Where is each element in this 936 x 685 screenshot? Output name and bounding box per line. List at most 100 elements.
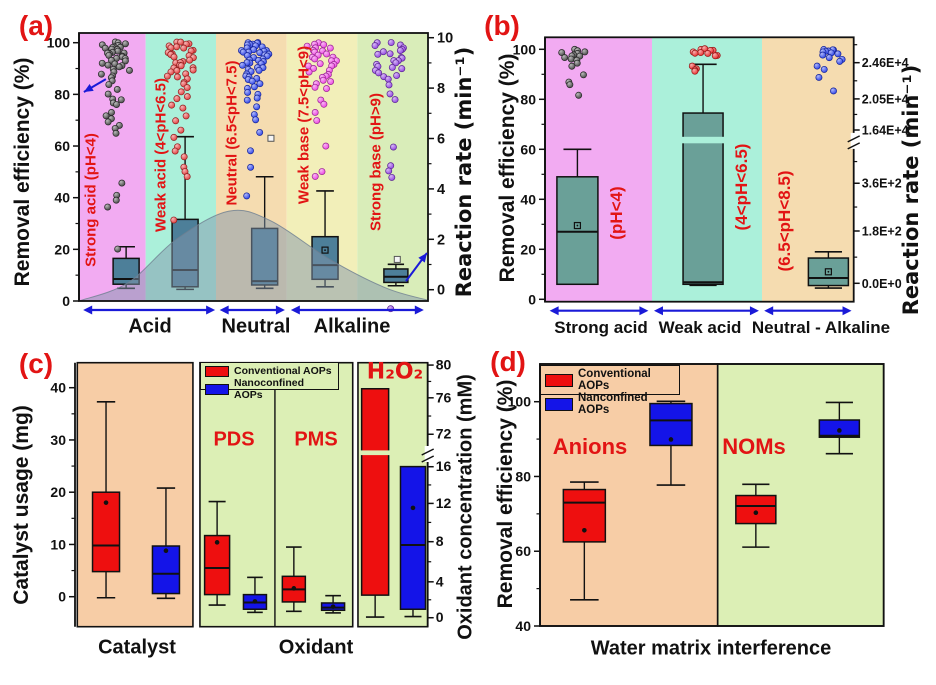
scatter-point: [250, 54, 258, 62]
scatter-point: [398, 46, 406, 53]
axis-break-mask: [850, 132, 857, 149]
arrow-head: [749, 306, 759, 316]
axis-tick-label: 60: [520, 141, 536, 157]
mean-marker-dot: [324, 249, 326, 252]
legend-label-nanoconfined: Nanoconfined AOPs: [234, 377, 304, 401]
scatter-point: [581, 48, 589, 56]
group-label-catalyst: Catalyst: [98, 636, 176, 659]
oxidant-label-h2o2: H₂O₂: [366, 359, 424, 385]
scatter-point: [238, 47, 245, 54]
scatter-point: [819, 51, 827, 59]
scatter-point: [263, 47, 270, 54]
axis-tick-label: 40: [515, 618, 531, 634]
box-plot-box: [399, 465, 427, 610]
panel-d-x-axis-title: Water matrix interference: [590, 637, 832, 660]
scatter-point: [398, 54, 406, 62]
arrow-head: [418, 252, 427, 263]
scatter-point: [109, 72, 116, 80]
mean-marker-dot: [291, 586, 297, 591]
scatter-point: [114, 41, 122, 49]
legend-swatch-blue: [205, 383, 229, 395]
axis-tick-label: 16: [436, 458, 452, 474]
scatter-point: [244, 89, 252, 96]
scatter-point: [247, 163, 255, 171]
group-label-oxidant: Oxidant: [278, 636, 354, 659]
scatter-point: [244, 65, 252, 73]
scatter-point: [113, 191, 121, 199]
mean-marker-dot: [753, 510, 759, 516]
scatter-point: [98, 41, 106, 49]
panel-b-right-axis-title: Reaction rate (min⁻¹): [899, 64, 923, 316]
scatter-point: [167, 44, 175, 52]
mean-marker-dot: [103, 500, 109, 505]
scatter-point: [573, 56, 581, 64]
scatter-point: [399, 44, 407, 52]
band-label-weak-acid: Weak acid (4<pH<6.5): [152, 78, 170, 232]
box-plot-box: [818, 419, 861, 438]
scatter-point: [830, 46, 837, 54]
scatter-point: [246, 41, 254, 48]
legend-swatch-blue: [545, 397, 573, 411]
axis-break-slash: [421, 448, 435, 456]
scatter-point: [333, 57, 340, 65]
axis-break-mask: [424, 445, 431, 462]
axis-tick-label: 6: [437, 132, 445, 148]
scatter-point: [120, 49, 128, 57]
scatter-point: [573, 59, 581, 67]
axis-tick-label: 40: [520, 191, 536, 207]
scatter-point: [387, 39, 395, 46]
scatter-point: [239, 48, 247, 56]
scatter-point: [172, 117, 180, 125]
scatter-point: [187, 47, 195, 55]
axis-tick-label: 1.8E+2: [862, 224, 902, 238]
scatter-point: [815, 74, 823, 81]
arrow-head: [290, 305, 300, 315]
scatter-point: [329, 53, 337, 61]
panel-c-y-axis-title: Catalyst usage (mg): [10, 405, 33, 605]
scatter-point: [373, 60, 381, 68]
scatter-point: [701, 45, 709, 53]
scatter-point: [105, 81, 113, 89]
scatter-point: [243, 41, 251, 49]
scatter-point: [318, 168, 326, 175]
box-plot-box: [250, 227, 279, 286]
scatter-point: [252, 116, 260, 124]
matrix-label-noms: NOMs: [722, 434, 786, 459]
scatter-point: [260, 47, 268, 55]
mean-marker-dot: [163, 548, 169, 554]
scatter-point: [322, 72, 330, 80]
scatter-point: [312, 80, 320, 88]
mean-marker-dot: [827, 270, 830, 273]
scatter-point: [387, 305, 395, 313]
scatter-point: [391, 96, 399, 104]
panel-a-label: (a): [18, 10, 54, 41]
scatter-point: [263, 52, 271, 60]
scatter-point: [164, 49, 172, 56]
box-plot-box: [562, 488, 607, 543]
scatter-point: [570, 51, 578, 59]
scatter-point: [704, 50, 712, 57]
panel-c-right-axis-title: Oxidant concentration (mM): [454, 374, 477, 640]
scatter-point: [118, 179, 126, 187]
scatter-point: [393, 72, 401, 80]
axis-tick-label: 0: [58, 589, 66, 605]
scatter-point: [830, 87, 837, 95]
scatter-point: [574, 47, 582, 55]
scatter-point: [121, 55, 129, 62]
box-plot-box: [556, 176, 599, 286]
category-band: [357, 361, 429, 628]
scatter-point: [379, 48, 387, 56]
outlier-square: [393, 255, 401, 263]
scatter-point: [104, 49, 111, 57]
scatter-point: [118, 52, 126, 60]
scatter-point: [824, 47, 832, 55]
panel-b-y-axis-title: Removal efficiency (%): [496, 53, 519, 283]
scatter-point: [189, 64, 197, 72]
scatter-point: [111, 38, 119, 46]
scatter-point: [243, 192, 251, 200]
box-plot-box: [281, 575, 307, 603]
scatter-point: [185, 52, 193, 60]
scatter-point: [108, 45, 116, 53]
scatter-point: [181, 168, 189, 175]
